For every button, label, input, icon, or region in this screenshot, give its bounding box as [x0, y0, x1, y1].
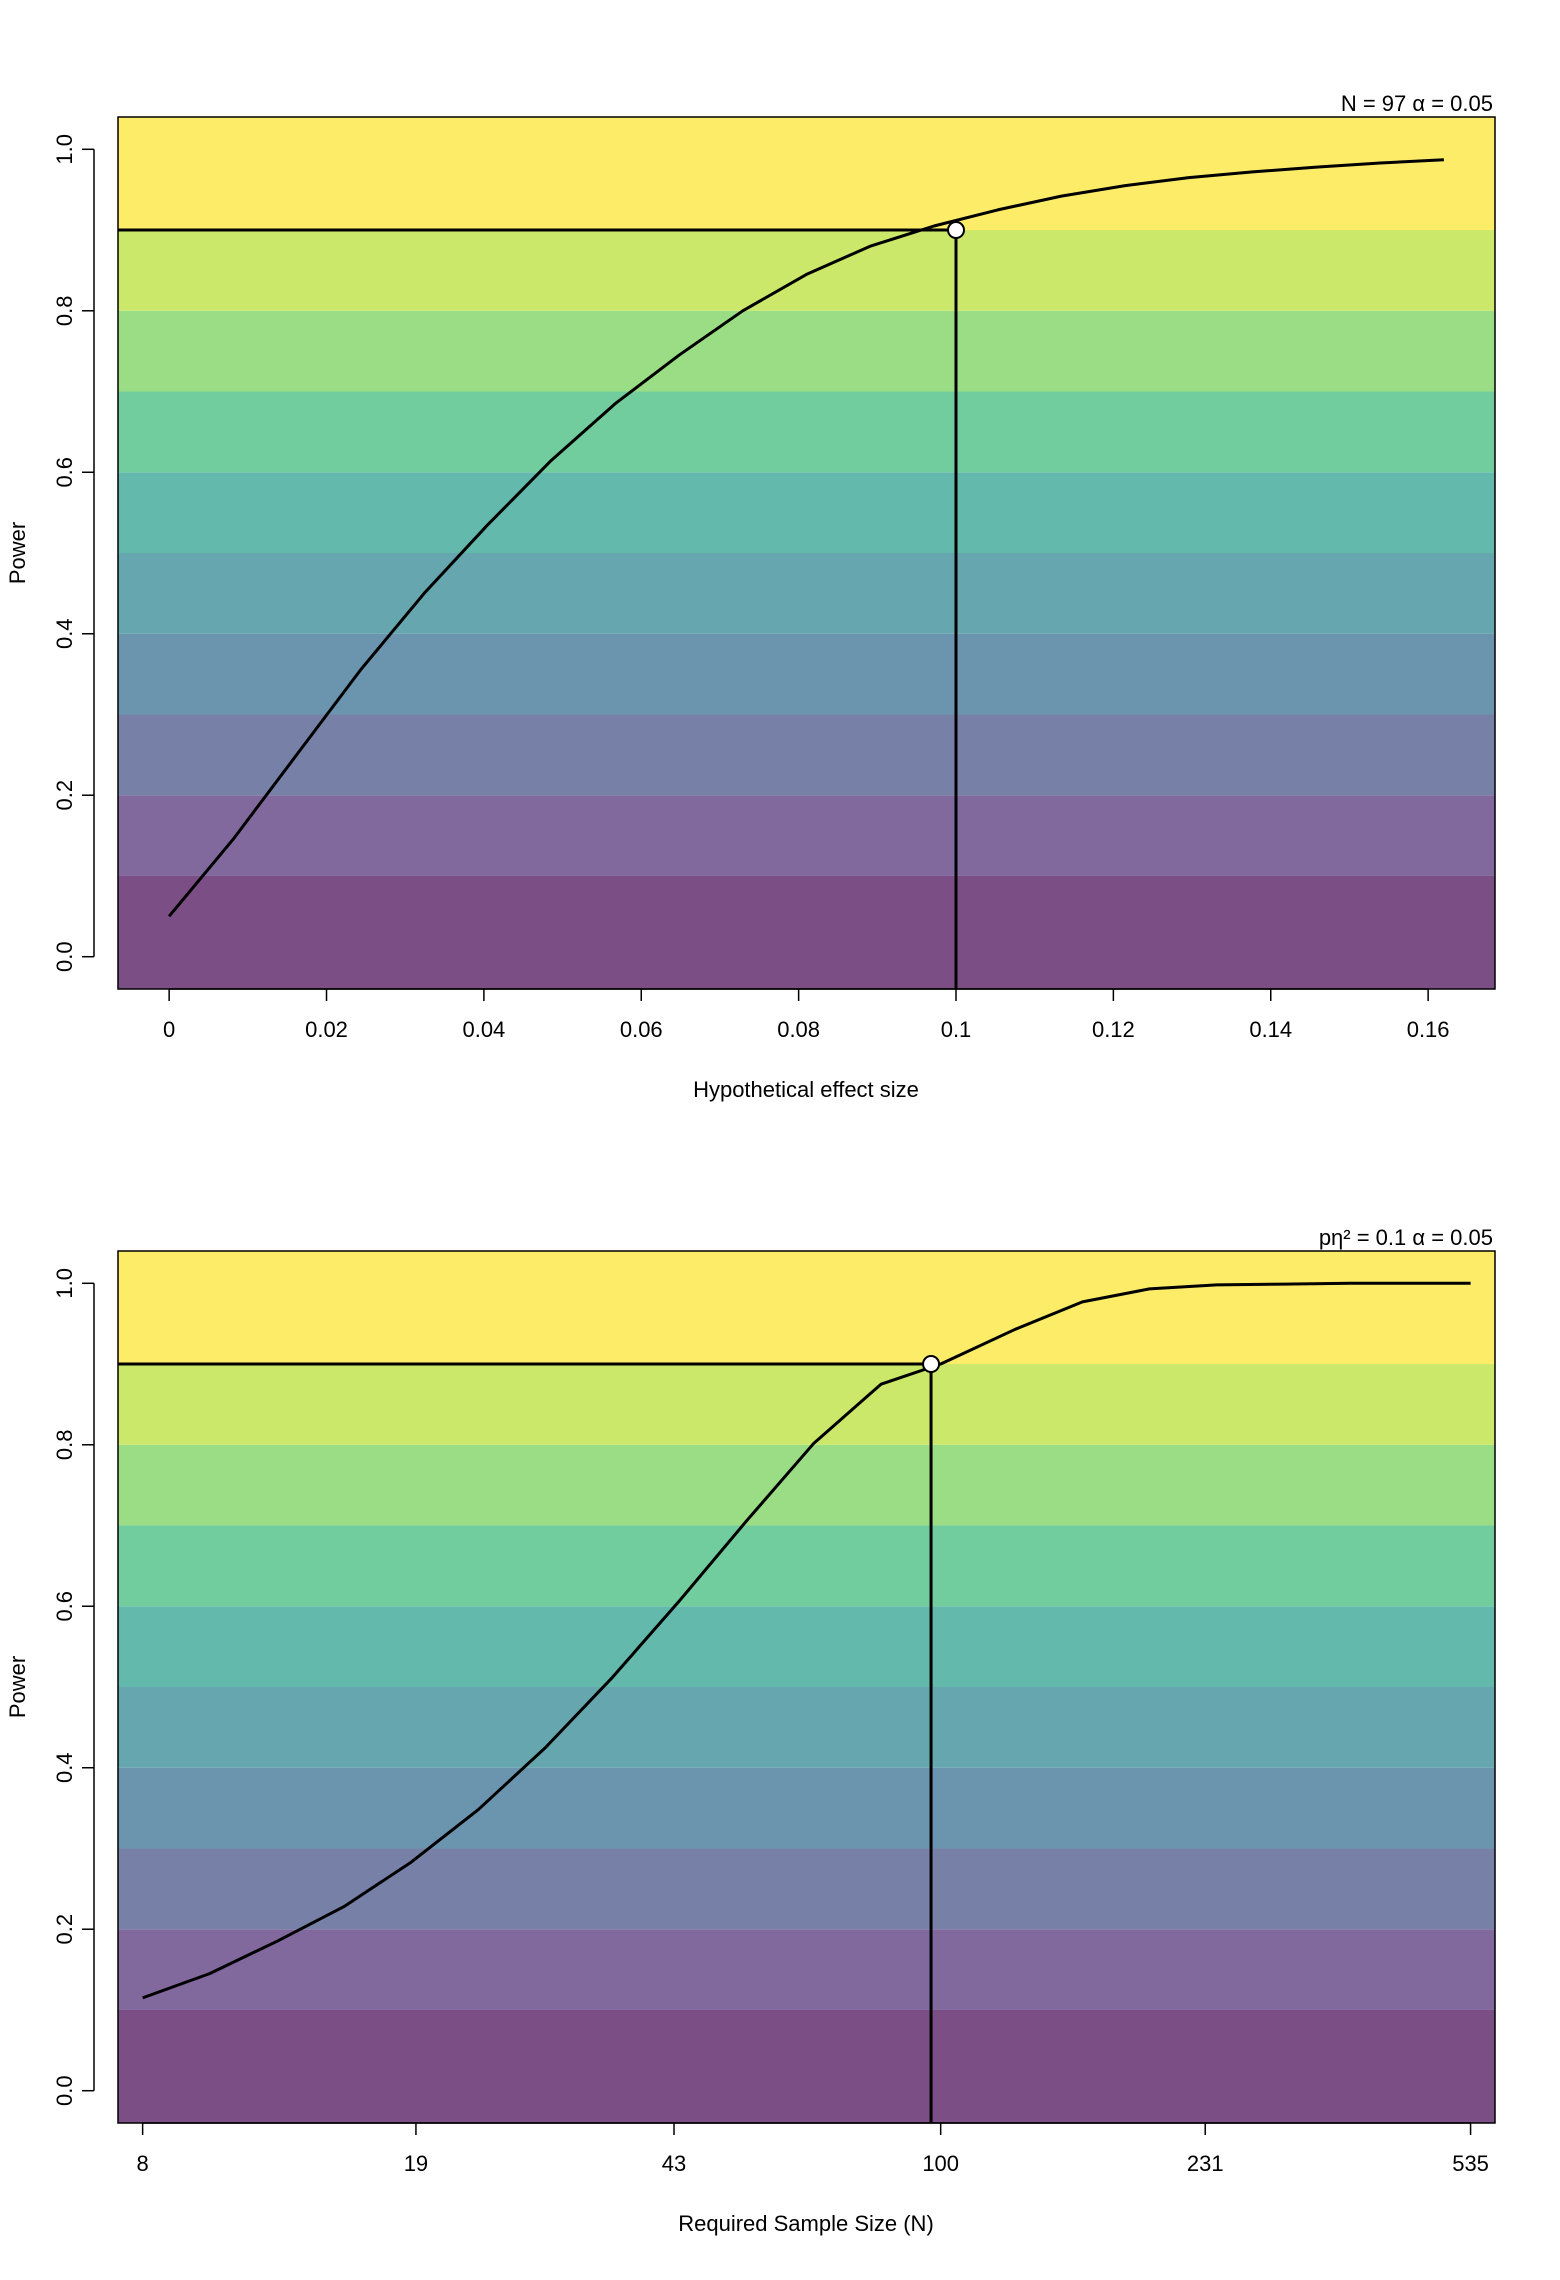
y-tick-label: 0.0 — [52, 2075, 77, 2106]
reference-lines — [118, 228, 958, 989]
y-axis: 0.0 0.2 0.4 0.6 0.8 1.0 — [52, 1268, 95, 2106]
power-band — [118, 633, 1495, 715]
power-vs-effect-size-chart: 0 0.02 0.04 0.06 0.08 0.1 0.12 0.14 0.16 0.00.20… — [5, 91, 1496, 1102]
power-band — [118, 1606, 1495, 1687]
y-tick-label: 0.8 — [52, 295, 77, 326]
y-axis: 0.0 0.2 0.4 0.6 0.8 1.0 — [52, 134, 95, 972]
power-band — [118, 310, 1495, 392]
power-band — [118, 795, 1495, 876]
power-band — [118, 1444, 1495, 1526]
power-band — [118, 1848, 1495, 1930]
x-tick-label: 0.12 — [1092, 1017, 1135, 1042]
reference-lines — [118, 1362, 933, 2123]
power-band — [118, 1364, 1495, 1445]
x-tick-label: 0.08 — [777, 1017, 820, 1042]
power-vs-sample-size-chart: 8 19 43 100 231 535 0.0 0.2 0.4 0.6 0.8 1.0 pη² = … — [5, 1225, 1496, 2236]
corner-label: pη² = 0.1 α = 0.05 — [1319, 1225, 1493, 1250]
y-tick-label: 0.8 — [52, 1429, 77, 1460]
x-axis-title: Required Sample Size (N) — [678, 2211, 934, 2236]
x-tick-label: 0.06 — [620, 1017, 663, 1042]
x-tick-label: 100 — [922, 2151, 959, 2176]
power-band — [118, 1767, 1495, 1849]
power-band — [118, 553, 1495, 634]
target-power-marker — [947, 221, 966, 240]
x-tick-label: 0.16 — [1407, 1017, 1450, 1042]
y-tick-label: 0.6 — [52, 1591, 77, 1622]
power-band — [118, 1929, 1495, 2010]
target-power-marker — [922, 1355, 941, 1374]
y-tick-label: 0.2 — [52, 1914, 77, 1945]
power-band — [118, 1251, 1495, 1365]
x-tick-label: 8 — [137, 2151, 149, 2176]
x-tick-label: 0.04 — [462, 1017, 505, 1042]
y-axis-title: Power — [5, 522, 30, 584]
y-tick-label: 1.0 — [52, 134, 77, 165]
y-tick-label: 0.0 — [52, 941, 77, 972]
power-band — [118, 1687, 1495, 1768]
x-axis: 0 0.02 0.04 0.06 0.08 0.1 0.12 0.14 0.16 — [163, 988, 1450, 1042]
x-tick-label: 0 — [163, 1017, 175, 1042]
x-tick-label: 0.1 — [941, 1017, 972, 1042]
corner-label: N = 97 α = 0.05 — [1341, 91, 1493, 116]
power-band — [118, 117, 1495, 231]
power-bands — [118, 117, 1495, 989]
x-tick-label: 231 — [1187, 2151, 1224, 2176]
power-band — [118, 230, 1495, 311]
y-tick-label: 0.4 — [52, 618, 77, 649]
power-band — [118, 391, 1495, 473]
power-bands — [118, 1251, 1495, 2123]
x-tick-label: 19 — [404, 2151, 428, 2176]
power-band — [118, 472, 1495, 553]
y-tick-label: 0.2 — [52, 780, 77, 811]
y-tick-label: 0.4 — [52, 1752, 77, 1783]
y-tick-label: 0.6 — [52, 457, 77, 488]
x-tick-label: 0.02 — [305, 1017, 348, 1042]
x-tick-label: 0.14 — [1249, 1017, 1292, 1042]
power-band — [118, 2009, 1495, 2123]
power-curve — [167, 158, 1444, 918]
x-tick-label: 535 — [1452, 2151, 1489, 2176]
x-axis-title: Hypothetical effect size — [693, 1077, 919, 1102]
power-band — [118, 875, 1495, 989]
x-axis: 8 19 43 100 231 535 — [137, 2122, 1489, 2176]
x-tick-label: 43 — [662, 2151, 686, 2176]
power-band — [118, 714, 1495, 796]
power-curve — [142, 1281, 1471, 2000]
power-band — [118, 1525, 1495, 1607]
y-tick-label: 1.0 — [52, 1268, 77, 1299]
y-axis-title: Power — [5, 1656, 30, 1718]
